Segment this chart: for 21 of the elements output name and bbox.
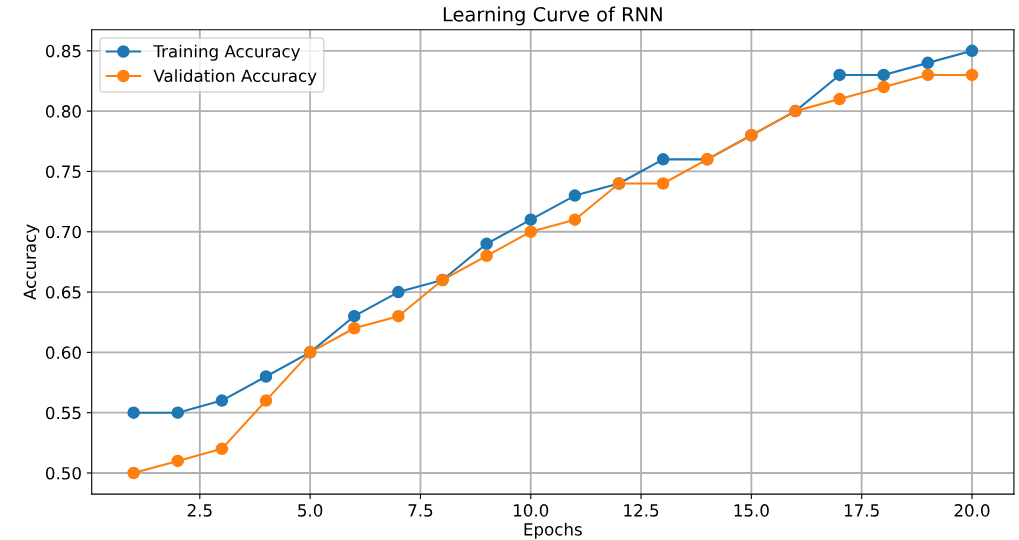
y-tick-label: 0.70 <box>45 225 81 239</box>
x-tick-label: 7.5 <box>408 504 433 517</box>
x-tick-label: 2.5 <box>187 504 212 517</box>
x-tick-label: 15.0 <box>734 504 769 517</box>
y-axis-title: Accuracy <box>23 224 40 300</box>
x-tick-label: 17.5 <box>844 504 879 517</box>
chart-title: Learning Curve of RNN <box>443 6 662 26</box>
y-tick-label: 0.55 <box>45 406 81 420</box>
y-tick-label: 0.60 <box>45 346 81 359</box>
x-tick-label: 12.5 <box>624 504 659 517</box>
y-tick-label: 0.85 <box>45 44 81 58</box>
y-tick-label: 0.65 <box>45 286 81 299</box>
x-tick-label: 20.0 <box>954 504 990 517</box>
legend-label: Validation Accuracy <box>153 69 317 86</box>
legend-label: Training Accuracy <box>153 44 301 61</box>
x-axis-title: Epochs <box>524 522 582 539</box>
x-tick-label: 10.0 <box>514 504 549 517</box>
y-tick-label: 0.75 <box>45 165 81 178</box>
x-tick-label: 5.0 <box>298 504 323 517</box>
y-tick-label: 0.50 <box>45 466 81 480</box>
y-tick-label: 0.80 <box>45 105 81 118</box>
